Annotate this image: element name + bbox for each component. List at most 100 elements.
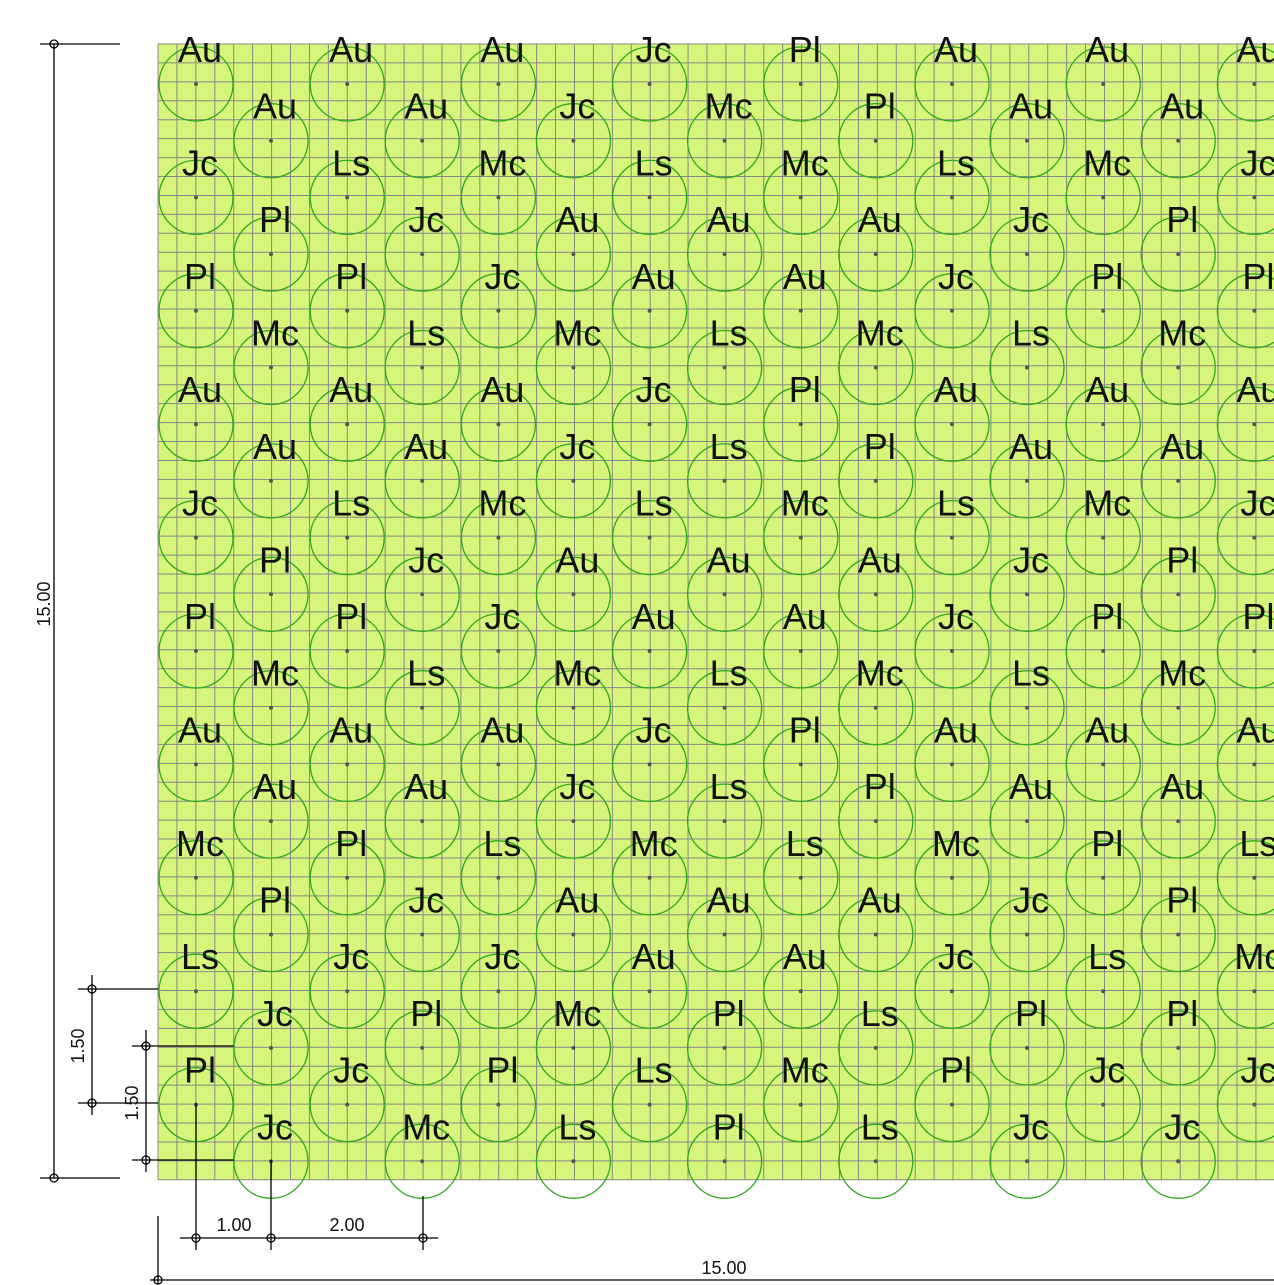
- plant-label: Jc: [484, 256, 520, 297]
- plant-canopy-circle: [989, 443, 1065, 519]
- plant-center-point: [345, 308, 350, 313]
- plant-canopy-circle: [1140, 783, 1216, 859]
- plant-symbol: Pl: [1065, 596, 1141, 689]
- plant-label: Au: [858, 199, 902, 240]
- plant-canopy-circle: [233, 896, 309, 973]
- plant-canopy-circle: [914, 953, 990, 1029]
- plant-symbol: Au: [535, 199, 612, 292]
- plant-canopy-circle: [535, 1010, 612, 1086]
- plant-label: Jc: [484, 936, 520, 977]
- plant-symbol: Ls: [1216, 823, 1274, 916]
- plant-symbol: Au: [233, 766, 309, 859]
- plant-canopy-circle: [914, 499, 990, 576]
- plant-label: Au: [707, 199, 751, 240]
- plant-canopy-circle: [309, 953, 385, 1029]
- plant-label: Ls: [786, 823, 824, 864]
- plant-label: Jc: [257, 1106, 293, 1147]
- plant-symbol: Au: [1216, 709, 1274, 803]
- plant-center-point: [1252, 195, 1257, 200]
- plant-label: Ls: [332, 483, 370, 524]
- plant-symbol: Mc: [611, 823, 688, 916]
- plant-canopy-circle: [460, 726, 537, 803]
- plant-symbol: Pl: [158, 1050, 234, 1143]
- plant-label: Au: [632, 596, 676, 637]
- plant-center-point: [420, 1159, 425, 1164]
- plant-center-point: [798, 535, 803, 540]
- plant-label: Mc: [478, 142, 526, 183]
- plant-label: Au: [1085, 369, 1129, 410]
- plant-center-point: [194, 195, 198, 200]
- plant-center-point: [571, 932, 576, 937]
- plant-label: Mc: [856, 313, 904, 354]
- plant-canopy-circle: [611, 273, 688, 349]
- plant-label: Ls: [1088, 936, 1126, 977]
- plant-center-point: [1252, 989, 1257, 994]
- plant-label: Mc: [553, 653, 601, 694]
- plant-center-point: [873, 819, 878, 824]
- plant-label: Mc: [781, 1050, 829, 1091]
- plant-symbol: Au: [686, 539, 763, 632]
- plant-center-point: [269, 365, 273, 370]
- plant-center-point: [194, 649, 198, 653]
- plant-center-point: [873, 365, 878, 370]
- plant-canopy-circle: [914, 613, 990, 689]
- plant-center-point: [1176, 819, 1181, 824]
- plant-canopy-circle: [914, 159, 990, 236]
- plant-label: Ls: [635, 142, 673, 183]
- plant-symbol: Pl: [1140, 199, 1216, 292]
- plant-symbol: Mc: [384, 1106, 460, 1199]
- plant-label: Pl: [713, 993, 745, 1034]
- plant-symbol: Ls: [611, 483, 688, 576]
- plant-canopy-circle: [838, 443, 914, 519]
- plant-label: Au: [329, 709, 373, 750]
- plant-symbol: Au: [1140, 766, 1216, 859]
- plant-label: Au: [480, 29, 524, 70]
- plant-symbol: Jc: [460, 936, 537, 1029]
- plant-canopy-circle: [989, 103, 1065, 179]
- plant-label: Au: [555, 539, 599, 580]
- plant-canopy-circle: [309, 726, 385, 803]
- plant-center-point: [950, 1102, 954, 1107]
- row-spacing-inner-label: 1.50: [122, 1085, 142, 1120]
- plant-symbol: Au: [1065, 369, 1141, 462]
- plant-center-point: [647, 1102, 652, 1107]
- plant-symbol: Au: [158, 29, 234, 122]
- plant-center-point: [722, 819, 727, 824]
- plant-canopy-circle: [1140, 1010, 1216, 1086]
- plant-center-point: [269, 1045, 273, 1050]
- plant-symbol: Ls: [686, 653, 763, 746]
- plant-symbol: Pl: [1216, 256, 1274, 349]
- plant-center-point: [647, 195, 652, 200]
- plant-symbol: Ls: [914, 142, 990, 236]
- plant-label: Au: [632, 256, 676, 297]
- plant-center-point: [1025, 252, 1029, 257]
- plant-label: Mc: [402, 1106, 450, 1147]
- plant-canopy-circle: [535, 556, 612, 632]
- plant-label: Jc: [636, 369, 672, 410]
- plant-center-point: [269, 478, 273, 483]
- plant-canopy-circle: [233, 670, 309, 746]
- plant-center-point: [1176, 478, 1181, 483]
- plant-center-point: [194, 535, 198, 540]
- plant-symbol: Ls: [384, 653, 460, 746]
- plant-label: Mc: [251, 313, 299, 354]
- plant-symbol: Mc: [233, 653, 309, 746]
- plant-center-point: [950, 422, 954, 427]
- plant-symbol: Pl: [1140, 539, 1216, 632]
- plant-canopy-circle: [763, 386, 839, 462]
- plant-label: Ls: [710, 426, 748, 467]
- plant-center-point: [1101, 989, 1106, 994]
- plant-label: Jc: [1164, 1106, 1200, 1147]
- plant-center-point: [1025, 932, 1029, 937]
- plant-label: Au: [480, 709, 524, 750]
- plant-canopy-circle: [535, 443, 612, 519]
- plant-symbol: Ls: [158, 936, 234, 1029]
- plant-center-point: [873, 932, 878, 937]
- plant-symbol: Mc: [1216, 936, 1274, 1029]
- plant-center-point: [571, 1159, 576, 1164]
- plant-label: Pl: [259, 199, 291, 240]
- plant-label: Ls: [861, 993, 899, 1034]
- plant-center-point: [571, 819, 576, 824]
- plant-label: Ls: [483, 823, 521, 864]
- plant-label: Pl: [864, 86, 896, 127]
